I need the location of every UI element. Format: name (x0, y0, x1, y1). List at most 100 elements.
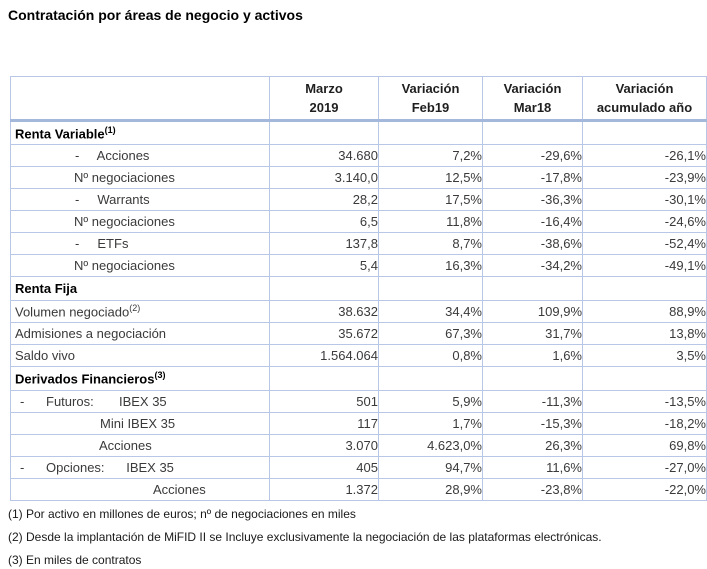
cell-value (582, 366, 707, 391)
footnotes: (1) Por activo en millones de euros; nº … (8, 508, 602, 569)
cell-value: -16,4% (482, 210, 583, 233)
row-label: - ETFs (10, 232, 270, 255)
footnote-3: (3) En miles de contratos (8, 553, 142, 567)
cell-value (378, 366, 483, 391)
cell-value: -24,6% (582, 210, 707, 233)
cell-value: 405 (269, 456, 379, 479)
cell-value: 3,5% (582, 344, 707, 367)
cell-value (269, 366, 379, 391)
cell-value: -11,3% (482, 390, 583, 413)
page-title: Contratación por áreas de negocio y acti… (8, 7, 303, 23)
cell-value (269, 120, 379, 145)
cell-value: 1.372 (269, 478, 379, 501)
cell-value (378, 120, 483, 145)
cell-value: 28,2 (269, 188, 379, 211)
row-label: - Acciones (10, 144, 270, 167)
table-body: Renta Variable(1) - Acciones 34.680 7,2% -29… (10, 120, 707, 501)
row-label: Nº negociaciones (10, 210, 270, 233)
cell-value: -27,0% (582, 456, 707, 479)
table-row: Renta Fija (10, 276, 707, 301)
cell-value: 501 (269, 390, 379, 413)
cell-value: -26,1% (582, 144, 707, 167)
cell-value: -13,5% (582, 390, 707, 413)
cell-value: -34,2% (482, 254, 583, 277)
cell-value: -52,4% (582, 232, 707, 255)
table-row: Nº negociaciones 5,4 16,3% -34,2% -49,1% (10, 254, 707, 277)
cell-value: 3.070 (269, 434, 379, 457)
table-row: Acciones 1.372 28,9% -23,8% -22,0% (10, 478, 707, 501)
cell-value: 7,2% (378, 144, 483, 167)
cell-value: 16,3% (378, 254, 483, 277)
table-row: - Warrants 28,2 17,5% -36,3% -30,1% (10, 188, 707, 211)
cell-value: 3.140,0 (269, 166, 379, 189)
cell-value: 13,8% (582, 322, 707, 345)
cell-value: 69,8% (582, 434, 707, 457)
row-label: - Warrants (10, 188, 270, 211)
cell-value: 6,5 (269, 210, 379, 233)
row-label: Nº negociaciones (10, 166, 270, 189)
cell-value: -18,2% (582, 412, 707, 435)
row-label: Nº negociaciones (10, 254, 270, 277)
row-label: Renta Variable(1) (10, 120, 270, 145)
footnote-marker: (3) (154, 370, 166, 381)
table-row: Renta Variable(1) (10, 120, 707, 145)
cell-value (582, 120, 707, 145)
cell-value (582, 276, 707, 301)
row-label: - Opciones: IBEX 35 (10, 456, 270, 479)
cell-value: 11,8% (378, 210, 483, 233)
table-row: Acciones 3.070 4.623,0% 26,3% 69,8% (10, 434, 707, 457)
cell-value: -49,1% (582, 254, 707, 277)
row-label: Renta Fija (10, 276, 270, 301)
cell-value: 34,4% (378, 300, 483, 323)
cell-value: 1,6% (482, 344, 583, 367)
cell-value: 8,7% (378, 232, 483, 255)
cell-value: -36,3% (482, 188, 583, 211)
table-row: Derivados Financieros(3) (10, 366, 707, 391)
row-label: Derivados Financieros(3) (10, 366, 270, 391)
cell-value: 28,9% (378, 478, 483, 501)
table-row: - Futuros: IBEX 35 501 5,9% -11,3% -13,5% (10, 390, 707, 413)
cell-value: -29,6% (482, 144, 583, 167)
row-label: Mini IBEX 35 (10, 412, 270, 435)
trading-table: Marzo 2019 Variación Feb19 Variación Mar… (10, 76, 707, 501)
cell-value: 26,3% (482, 434, 583, 457)
cell-value: 31,7% (482, 322, 583, 345)
row-label: - Futuros: IBEX 35 (10, 390, 270, 413)
cell-value: 117 (269, 412, 379, 435)
row-label: Admisiones a negociación (10, 322, 270, 345)
row-label: Volumen negociado(2) (10, 300, 270, 323)
cell-value: 109,9% (482, 300, 583, 323)
table-header: Marzo 2019 Variación Feb19 Variación Mar… (10, 76, 707, 122)
cell-value (482, 366, 583, 391)
table-row: Volumen negociado(2) 38.632 34,4% 109,9% 88,… (10, 300, 707, 323)
cell-value: 1.564.064 (269, 344, 379, 367)
cell-value: 35.672 (269, 322, 379, 345)
cell-value: -22,0% (582, 478, 707, 501)
footnote-1: (1) Por activo en millones de euros; nº … (8, 507, 356, 521)
cell-value: 12,5% (378, 166, 483, 189)
cell-value: 67,3% (378, 322, 483, 345)
row-label: Acciones (10, 478, 270, 501)
cell-value: 34.680 (269, 144, 379, 167)
footnote-marker: (1) (104, 124, 116, 135)
row-label: Acciones (10, 434, 270, 457)
col-header-marzo-2019: Marzo 2019 (269, 76, 379, 122)
table-row: - Acciones 34.680 7,2% -29,6% -26,1% (10, 144, 707, 167)
table-row: - ETFs 137,8 8,7% -38,6% -52,4% (10, 232, 707, 255)
cell-value: 38.632 (269, 300, 379, 323)
cell-value: 17,5% (378, 188, 483, 211)
table-row: Nº negociaciones 3.140,0 12,5% -17,8% -23,9% (10, 166, 707, 189)
footnote-2: (2) Desde la implantación de MiFID II se… (8, 530, 602, 544)
cell-value: 0,8% (378, 344, 483, 367)
cell-value: -15,3% (482, 412, 583, 435)
cell-value: -23,8% (482, 478, 583, 501)
cell-value: 4.623,0% (378, 434, 483, 457)
table-row: Admisiones a negociación 35.672 67,3% 31,7%… (10, 322, 707, 345)
col-header-variacion-acumulado: Variación acumulado año (582, 76, 707, 122)
cell-value: 5,9% (378, 390, 483, 413)
footnote-marker: (2) (129, 303, 141, 314)
cell-value (378, 276, 483, 301)
cell-value: -38,6% (482, 232, 583, 255)
cell-value: 137,8 (269, 232, 379, 255)
cell-value: 11,6% (482, 456, 583, 479)
